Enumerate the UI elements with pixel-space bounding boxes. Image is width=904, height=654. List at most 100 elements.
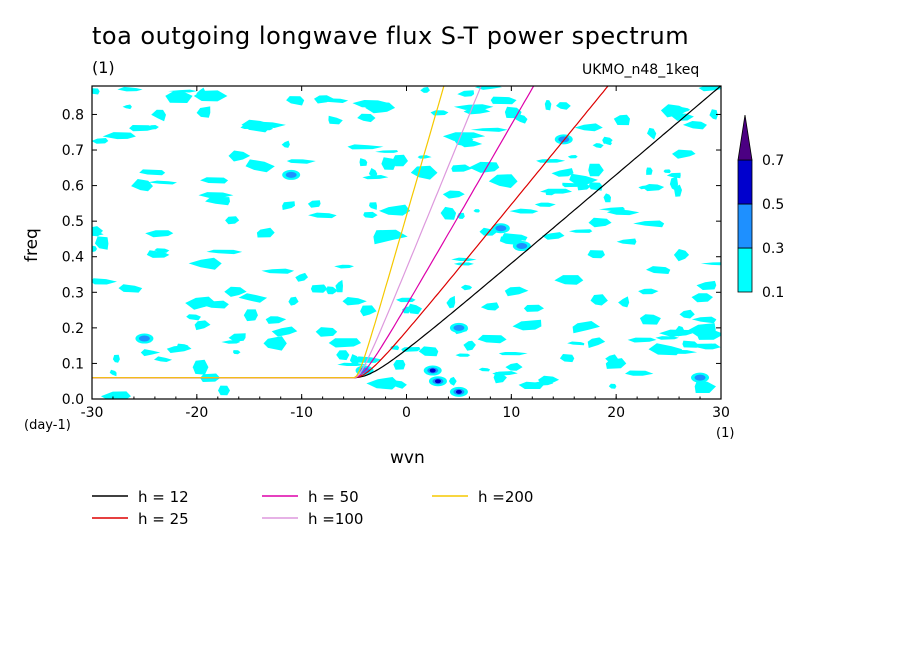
contour-patch <box>661 349 698 354</box>
contour-patch <box>523 304 544 312</box>
contour-patch <box>536 159 566 163</box>
contour-patch <box>336 350 350 361</box>
contour-patch <box>317 98 349 103</box>
legend-label: h =200 <box>478 488 533 506</box>
contour-patch <box>359 158 368 167</box>
contour-patch <box>192 359 209 375</box>
contour-patch <box>430 110 449 116</box>
y-tick-label: 0.6 <box>62 179 84 195</box>
contour-patch <box>696 343 721 350</box>
contour-patch <box>502 233 528 241</box>
legend-label: h = 12 <box>138 488 189 506</box>
contour-patch <box>538 375 560 386</box>
contour-patch <box>446 295 456 309</box>
contour-patch <box>198 192 234 198</box>
colorbar-label: 0.7 <box>762 153 784 169</box>
contour-patch <box>599 207 626 211</box>
y-tick-label: 0.7 <box>62 143 84 159</box>
hotspot-mid <box>138 335 150 342</box>
contour-patch <box>186 314 201 321</box>
hotspot-mid <box>285 171 297 178</box>
contour-patch <box>418 346 439 357</box>
contour-patch <box>94 236 109 250</box>
contour-patch <box>347 144 384 150</box>
contour-patch <box>308 212 337 219</box>
contour-patch <box>363 211 378 219</box>
contour-patch <box>109 369 117 377</box>
contour-patch <box>420 86 430 93</box>
colorbar-segment <box>737 159 753 205</box>
y-tick-label: 0.2 <box>62 321 84 337</box>
contour-patch <box>460 284 473 291</box>
contour-patch <box>540 188 573 194</box>
hotspot-inner <box>434 379 441 384</box>
contour-patch <box>691 293 713 303</box>
contour-patch <box>92 245 97 253</box>
contour-patch <box>286 96 305 106</box>
contour-patch <box>587 250 605 259</box>
contour-patch <box>567 341 585 346</box>
contour-patch <box>337 362 369 366</box>
contour-patch <box>355 356 382 363</box>
contour-patch <box>373 229 408 245</box>
contour-patch <box>554 275 584 285</box>
contour-patch <box>282 201 295 210</box>
contour-patch <box>286 159 316 164</box>
y-tick-label: 0.3 <box>62 285 84 301</box>
contour-patch <box>263 336 287 351</box>
contour-patch <box>647 127 657 140</box>
contour-patch <box>334 264 354 269</box>
contour-patch <box>504 286 529 297</box>
hotspot-mid <box>516 243 528 250</box>
contour-patch <box>678 107 691 112</box>
contour-patch <box>417 155 432 159</box>
contour-patch <box>401 347 421 352</box>
contour-patch <box>281 140 290 148</box>
contour-patch <box>674 184 682 197</box>
contour-patch <box>672 149 696 159</box>
y-tick-label: 0.5 <box>62 214 84 230</box>
contour-patch <box>228 150 251 162</box>
contour-hotspot-layer <box>135 134 710 397</box>
dispersion-curve <box>92 86 535 379</box>
contour-patch <box>146 250 170 258</box>
contour-patch <box>440 206 457 220</box>
contour-patch <box>328 115 343 125</box>
contour-patch <box>480 302 500 311</box>
contour-patch <box>360 305 377 317</box>
contour-patch <box>410 165 438 180</box>
contour-patch <box>375 150 398 153</box>
contour-patch <box>509 208 539 214</box>
contour-patch <box>625 370 654 376</box>
contour-patch <box>379 204 411 216</box>
contour-patch <box>228 333 246 342</box>
contour-patch <box>369 202 377 210</box>
contour-patch <box>92 138 109 144</box>
x-tick-label: 20 <box>607 405 625 421</box>
contour-patch <box>147 180 177 185</box>
contour-patch <box>451 257 477 262</box>
contour-patch <box>627 337 657 343</box>
dispersion-curve <box>92 86 609 379</box>
contour-patch <box>366 377 400 390</box>
contour-patch <box>663 169 671 174</box>
contour-patch <box>381 157 396 170</box>
contour-patch <box>233 350 241 355</box>
hotspot-mid <box>495 225 507 232</box>
contour-patch <box>694 380 716 393</box>
contour-patch <box>261 268 295 274</box>
hotspot-inner <box>429 368 436 373</box>
y-tick-label: 0.8 <box>62 107 84 123</box>
x-tick-label: 0 <box>402 405 411 421</box>
legend-label: h = 50 <box>308 488 359 506</box>
contour-patch <box>473 209 480 213</box>
contour-patch <box>608 383 617 389</box>
contour-patch <box>448 376 457 386</box>
contour-patch <box>451 164 473 172</box>
chart-title: toa outgoing longwave flux S-T power spe… <box>92 22 690 50</box>
contour-patch <box>238 293 268 303</box>
contour-patch <box>504 106 522 119</box>
contour-patch <box>349 354 360 366</box>
dispersion-curve <box>92 86 721 379</box>
